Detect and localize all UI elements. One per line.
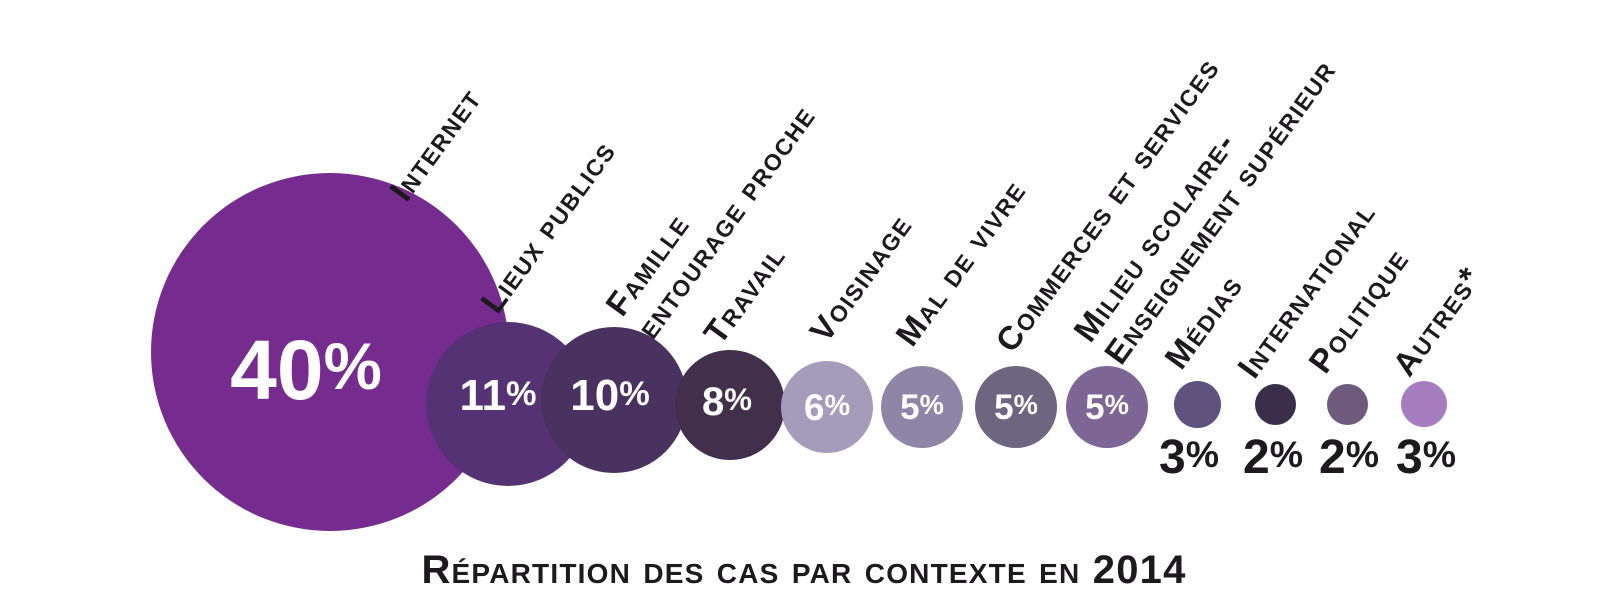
value-number: 8 xyxy=(702,380,725,424)
bubble-international xyxy=(1254,383,1296,425)
bubble-commerces-et-services: 5% xyxy=(975,366,1057,448)
value-label: 8% xyxy=(702,382,752,422)
value-number: 5 xyxy=(1085,387,1105,427)
chart-title: Répartition des cas par contexte en 2014 xyxy=(421,548,1187,592)
value-label: 11% xyxy=(459,374,536,418)
bubble-voisinage: 6% xyxy=(781,361,873,453)
value-label: 5% xyxy=(900,390,944,425)
value-label: 5% xyxy=(1085,390,1129,425)
value-number: 2 xyxy=(1319,431,1346,484)
value-number: 10 xyxy=(570,371,620,420)
value-number: 3 xyxy=(1396,431,1423,484)
bubble-medias xyxy=(1173,380,1221,428)
value-unit: % xyxy=(919,389,944,421)
bubble-autres xyxy=(1401,381,1447,427)
value-unit: % xyxy=(1185,433,1219,476)
category-label-text: Lieux publics xyxy=(473,133,624,320)
value-number: 5 xyxy=(994,387,1014,427)
category-label-line: Internet xyxy=(382,80,489,208)
value-label: 3% xyxy=(1119,434,1259,482)
value-unit: % xyxy=(323,329,382,403)
value-label: 3% xyxy=(1356,434,1496,482)
value-number: 5 xyxy=(900,387,920,427)
value-number: 3 xyxy=(1159,431,1186,484)
bubble-mal-de-vivre: 5% xyxy=(881,366,963,448)
value-unit: % xyxy=(619,374,650,413)
value-label: 6% xyxy=(804,389,850,426)
value-unit: % xyxy=(1269,433,1303,476)
category-label-line: Lieux publics xyxy=(473,132,623,320)
value-label: 40% xyxy=(230,328,382,412)
bubble-famille-entourage-proche: 10% xyxy=(541,327,687,473)
value-unit: % xyxy=(1345,433,1379,476)
category-label-text: Famille entourage proche xyxy=(598,76,823,346)
value-unit: % xyxy=(506,374,537,413)
value-unit: % xyxy=(824,389,851,422)
value-number: 6 xyxy=(803,386,825,428)
value-number: 2 xyxy=(1243,431,1270,484)
value-label: 2% xyxy=(1203,434,1343,482)
value-unit: % xyxy=(1013,389,1038,421)
value-number: 40 xyxy=(230,323,324,417)
value-unit: % xyxy=(724,382,752,418)
bubble-milieu-scolaire: 5% xyxy=(1066,366,1148,448)
value-number: 11 xyxy=(459,371,506,420)
value-unit: % xyxy=(1104,389,1129,421)
bubble-politique xyxy=(1326,383,1368,425)
value-unit: % xyxy=(1422,433,1456,476)
value-label: 10% xyxy=(570,374,649,418)
bubble-travail: 8% xyxy=(675,350,785,460)
value-label: 2% xyxy=(1279,434,1419,482)
value-label: 5% xyxy=(994,390,1038,425)
category-label-text: Internet xyxy=(382,81,489,208)
